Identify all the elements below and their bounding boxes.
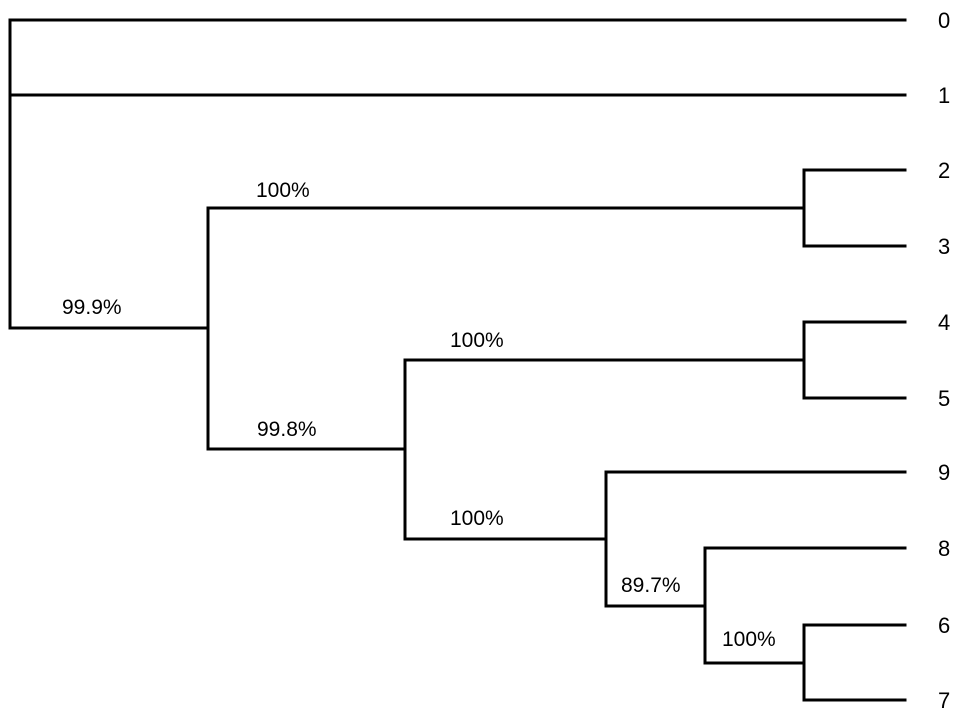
leaf-label-1: 1 — [938, 83, 950, 108]
support-value-node-c: 99.8% — [257, 418, 317, 441]
support-value-node-b: 100% — [256, 179, 310, 202]
leaf-label-3: 3 — [938, 234, 950, 259]
leaf-label-9: 9 — [938, 460, 950, 485]
leaf-labels: 0 1 2 3 4 5 9 8 6 7 — [938, 8, 950, 713]
support-value-node-g: 100% — [722, 628, 776, 651]
leaf-label-0: 0 — [938, 8, 950, 33]
support-value-node-d: 100% — [450, 329, 504, 352]
support-value-node-e: 100% — [450, 507, 504, 530]
tree-branches — [8, 18, 907, 702]
support-value-node-a: 99.9% — [62, 296, 122, 319]
leaf-label-7: 7 — [938, 688, 950, 713]
leaf-label-4: 4 — [938, 310, 950, 335]
leaf-label-8: 8 — [938, 536, 950, 561]
leaf-label-2: 2 — [938, 158, 950, 183]
leaf-label-5: 5 — [938, 386, 950, 411]
support-value-node-f: 89.7% — [621, 574, 681, 597]
support-values: 99.9% 100% 99.8% 100% 100% 89.7% 100% — [62, 179, 776, 651]
leaf-label-6: 6 — [938, 613, 950, 638]
